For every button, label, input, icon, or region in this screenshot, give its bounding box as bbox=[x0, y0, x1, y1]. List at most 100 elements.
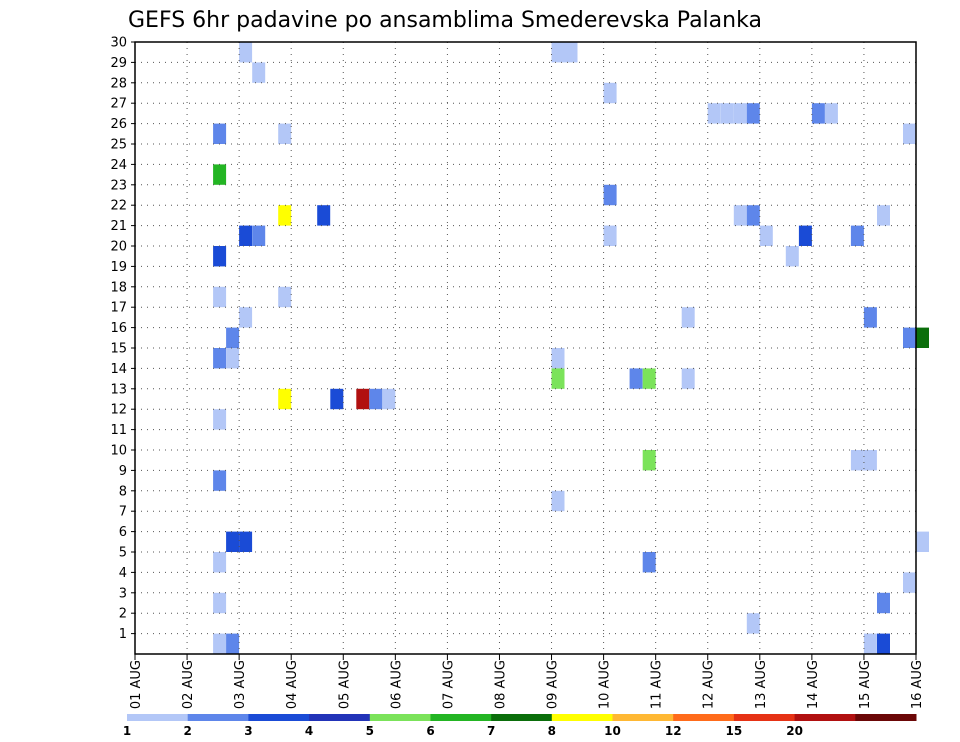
colorbar-swatch bbox=[127, 714, 189, 721]
heatmap-cell bbox=[824, 103, 838, 124]
colorbar-legend: 1 2 3 4 5 6 7 8 10 12 15 20 bbox=[123, 714, 917, 738]
heatmap-cell bbox=[798, 225, 812, 246]
x-tick-label: 07 AUG bbox=[441, 660, 456, 709]
colorbar-swatch bbox=[855, 714, 917, 721]
x-tick-label: 06 AUG bbox=[389, 660, 404, 709]
heatmap-cell bbox=[877, 592, 890, 614]
y-tick-label: 2 bbox=[119, 607, 127, 622]
colorbar-label: 12 bbox=[665, 724, 682, 738]
heatmap-cell bbox=[278, 123, 292, 144]
heatmap-cell bbox=[239, 307, 253, 328]
chart-title: GEFS 6hr padavine po ansamblima Smederev… bbox=[128, 8, 762, 33]
heatmap-cell bbox=[863, 307, 877, 328]
heatmap-cell bbox=[903, 123, 916, 144]
y-tick-label: 8 bbox=[119, 484, 127, 499]
heatmap-cell bbox=[603, 82, 617, 104]
y-tick-label: 30 bbox=[110, 36, 127, 51]
y-tick-label: 3 bbox=[119, 586, 127, 601]
y-tick-label: 25 bbox=[110, 138, 127, 153]
colorbar-label: 4 bbox=[305, 724, 313, 738]
heatmap-cell bbox=[213, 470, 227, 491]
heatmap-cell bbox=[564, 42, 578, 63]
y-tick-label: 13 bbox=[110, 382, 127, 397]
x-tick-label: 10 AUG bbox=[598, 660, 613, 709]
x-tick-label: 09 AUG bbox=[546, 660, 561, 709]
heatmap-cell bbox=[213, 164, 227, 185]
colorbar-swatch bbox=[612, 714, 674, 721]
colorbar-swatch bbox=[309, 714, 371, 721]
heatmap-cell bbox=[903, 327, 916, 348]
heatmap-cell bbox=[551, 42, 565, 63]
heatmap-cell bbox=[330, 388, 344, 410]
heatmap-cell bbox=[785, 246, 799, 267]
colorbar-label: 1 bbox=[123, 724, 131, 738]
colorbar-label: 10 bbox=[604, 724, 621, 738]
colorbar-swatch bbox=[491, 714, 553, 721]
heatmap-cell bbox=[356, 388, 370, 410]
heatmap-cell bbox=[239, 225, 253, 246]
x-tick-label: 13 AUG bbox=[754, 660, 769, 709]
x-tick-label: 08 AUG bbox=[493, 660, 508, 709]
heatmap-cell bbox=[252, 62, 266, 83]
x-tick-label: 16 AUG bbox=[910, 660, 925, 709]
y-tick-label: 22 bbox=[110, 199, 127, 214]
colorbar-swatch bbox=[733, 714, 796, 721]
colorbar-swatch bbox=[794, 714, 856, 721]
plot-frame bbox=[134, 41, 917, 655]
heatmap-cell bbox=[213, 348, 227, 369]
colorbar-swatch bbox=[248, 714, 310, 721]
y-tick-label: 5 bbox=[119, 546, 127, 561]
x-tick-label: 02 AUG bbox=[181, 660, 196, 709]
y-tick-label: 9 bbox=[119, 464, 127, 479]
heatmap-cell bbox=[863, 450, 877, 471]
y-tick-label: 12 bbox=[110, 403, 127, 418]
heatmap-cell bbox=[850, 225, 864, 246]
y-tick-label: 1 bbox=[119, 627, 127, 642]
heatmap-cell bbox=[213, 409, 227, 430]
heatmap-cell bbox=[226, 633, 240, 654]
x-tick-label: 04 AUG bbox=[285, 660, 300, 709]
heatmap-cell bbox=[213, 286, 227, 308]
y-tick-label: 11 bbox=[110, 423, 127, 438]
y-tick-label: 24 bbox=[110, 158, 127, 173]
heatmap-cell bbox=[733, 103, 747, 124]
y-tick-label: 28 bbox=[110, 76, 127, 91]
x-tick-label: 14 AUG bbox=[806, 660, 821, 709]
heatmap-cell bbox=[603, 184, 617, 206]
heatmap-cell bbox=[369, 388, 383, 410]
heatmap-cell bbox=[226, 327, 240, 348]
x-axis: 01 AUG 02 AUG 03 AUG 04 AUG 05 AUG 06 AUG 07 A… bbox=[129, 654, 925, 709]
colorbar-label: 3 bbox=[244, 724, 252, 738]
heatmap-cell bbox=[551, 348, 565, 369]
colorbar-swatch bbox=[551, 714, 613, 721]
x-tick-label: 12 AUG bbox=[702, 660, 717, 709]
heatmap-cell bbox=[213, 246, 227, 267]
heatmap-cell bbox=[903, 572, 916, 593]
heatmap-cell bbox=[252, 225, 266, 246]
colorbar-label: 2 bbox=[184, 724, 192, 738]
y-tick-label: 17 bbox=[110, 301, 127, 316]
heatmap-cell bbox=[278, 388, 292, 410]
heatmap-cell bbox=[746, 205, 760, 226]
y-tick-label: 19 bbox=[110, 260, 127, 275]
heatmap-cell bbox=[642, 552, 656, 573]
x-tick-label: 03 AUG bbox=[233, 660, 248, 709]
y-tick-label: 26 bbox=[110, 117, 127, 132]
colorbar-swatch bbox=[430, 714, 492, 721]
y-tick-label: 16 bbox=[110, 321, 127, 336]
heatmap-cell bbox=[239, 42, 253, 63]
heatmap-cell bbox=[213, 592, 227, 614]
heatmap-cell bbox=[226, 531, 240, 552]
heatmap-cell bbox=[681, 307, 695, 328]
heatmap-cell bbox=[642, 450, 656, 471]
y-tick-label: 18 bbox=[110, 280, 127, 295]
heatmap-cell bbox=[733, 205, 747, 226]
y-axis: 1234567891011121314151617181920212223242… bbox=[110, 36, 135, 642]
heatmap-cell bbox=[239, 531, 253, 552]
heatmap-cell bbox=[759, 225, 773, 246]
colorbar-label: 8 bbox=[548, 724, 556, 738]
y-tick-label: 27 bbox=[110, 97, 127, 112]
heatmap-cell bbox=[213, 552, 227, 573]
heatmap-cell bbox=[551, 490, 565, 512]
